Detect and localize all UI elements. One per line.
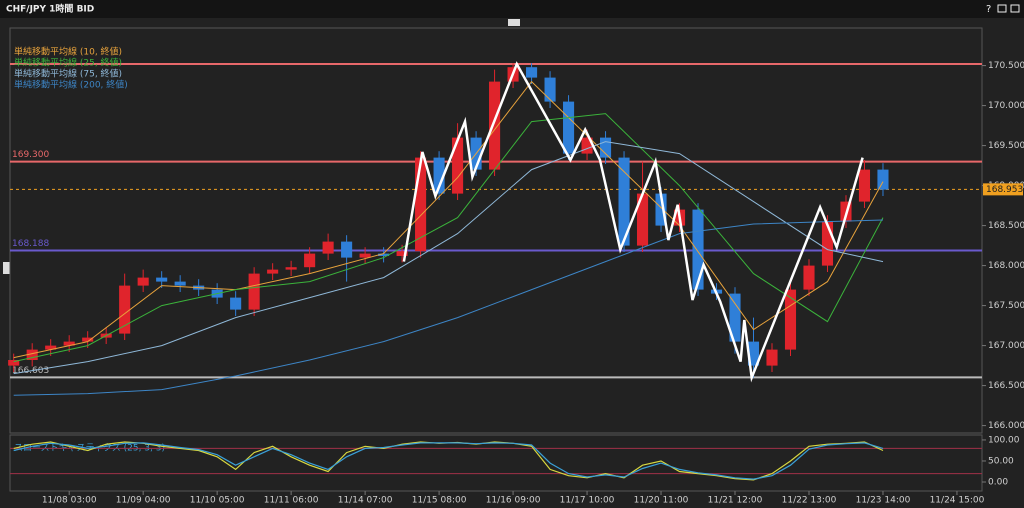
zigzag-line [402,61,864,383]
candle-body [784,289,797,350]
x-tick-label: 11/20 11:00 [634,496,689,506]
help-button[interactable]: ? [986,4,991,15]
title-bar [0,0,1024,18]
candle-body [858,169,871,202]
candle-body [248,273,260,310]
x-tick-label: 11/21 12:00 [708,496,763,506]
y-tick-label: 100.00 [988,435,1020,445]
y-tick-label: 167.000 [988,341,1024,351]
x-tick-label: 11/10 05:00 [190,496,245,506]
y-tick-label: 169.500 [988,141,1024,151]
y-tick-label: 170.500 [988,61,1024,71]
y-tick-label: 166.000 [988,421,1024,431]
collapse-handle[interactable] [508,19,520,26]
candle-body [322,241,334,254]
legend-entry: 単純移動平均線 (200, 終値) [14,79,128,91]
candle-body [526,67,538,78]
candle-body [174,281,186,286]
x-tick-label: 11/11 06:00 [264,496,319,506]
legend-entry: 単純移動平均線 (10, 終値) [14,46,122,58]
candle-body [599,137,612,158]
side-handle[interactable] [3,262,10,274]
window-title: CHF/JPY 1時間 BID [6,3,94,15]
x-tick-label: 11/16 09:00 [486,496,541,506]
moving-average [13,113,884,363]
candle-body [655,193,667,226]
candle-body [618,157,630,246]
y-tick-label: 168.500 [988,221,1024,231]
moving-average [13,80,884,359]
candle-body [304,253,316,268]
close-button[interactable] [1010,4,1020,13]
y-tick-label: 170.000 [988,101,1024,111]
level-label: 168.188 [12,239,49,249]
y-tick-label: 168.000 [988,261,1024,271]
candle-body [581,137,593,154]
candle-body [692,209,704,290]
stoch-area [9,434,983,492]
x-tick-label: 11/24 15:00 [930,496,985,506]
candle-body [396,251,408,256]
candle-body [747,341,760,366]
candle-body [636,193,649,246]
x-tick-label: 11/17 10:00 [560,496,615,506]
candle-body [544,77,556,102]
candle-body [267,269,279,274]
candle-body [766,349,778,366]
maximize-button[interactable] [997,4,1007,13]
x-tick-label: 11/15 08:00 [412,496,467,506]
candle-body [803,265,815,290]
y-tick-label: 167.500 [988,301,1024,311]
candle-body [729,293,741,342]
y-tick-label: 50.00 [988,456,1014,466]
candle-body [415,157,427,252]
moving-average [13,219,884,396]
candle-body [341,241,353,258]
legend-entry: 単純移動平均線 (75, 終値) [14,68,122,80]
candle-body [285,267,297,270]
x-tick-label: 11/14 07:00 [338,496,393,506]
x-tick-label: 11/08 03:00 [42,496,97,506]
current-price-tag [983,183,1023,196]
candle-body [8,360,20,366]
candle-body [563,101,575,154]
candle-body [230,297,242,310]
candle-body [489,81,501,170]
candle-body [82,337,94,342]
candle-body [433,157,445,194]
candle-body [63,341,75,346]
y-tick-label: 166.500 [988,381,1024,391]
candle-body [359,253,371,258]
candle-body [378,253,390,256]
candle-body [156,277,168,282]
level-label: 169.300 [12,150,49,160]
candle-body [877,169,889,190]
legend-entry: 単純移動平均線 (25, 終値) [14,57,122,69]
candle-body [452,137,464,194]
candle-body [119,285,131,334]
candle-body [45,345,57,350]
candle-body [137,277,149,286]
y-tick-label: 0.00 [988,478,1008,488]
x-tick-label: 11/09 04:00 [116,496,171,506]
current-price-label: 168.953 [986,185,1023,195]
x-tick-label: 11/23 14:00 [856,496,911,506]
moving-average [13,141,884,375]
candle-body [821,221,834,266]
candle-body [26,349,38,360]
stoch-line [13,442,884,480]
x-tick-label: 11/22 13:00 [782,496,837,506]
